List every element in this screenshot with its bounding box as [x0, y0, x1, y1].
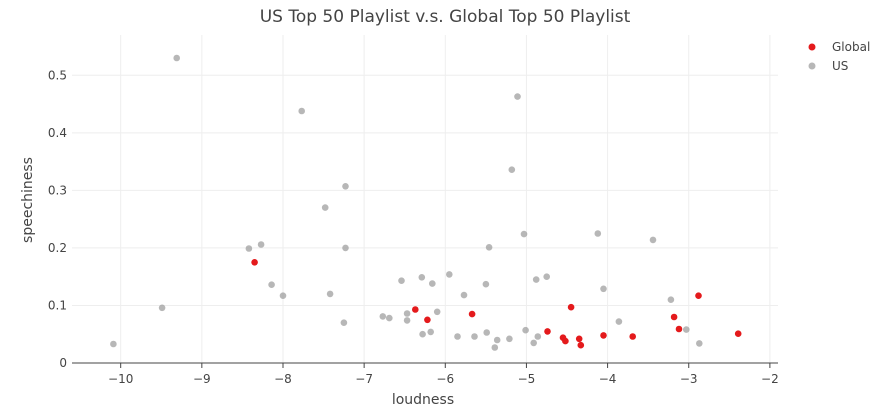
data-point-global[interactable]: [468, 310, 476, 318]
data-point-us[interactable]: [493, 336, 501, 344]
data-point-us[interactable]: [508, 166, 516, 173]
y-tick-label: 0.2: [48, 241, 67, 255]
y-tick-label: 0.5: [48, 68, 67, 82]
data-point-us[interactable]: [522, 326, 529, 334]
data-point-us[interactable]: [471, 333, 478, 340]
points-layer[interactable]: [110, 54, 742, 351]
grid-layer: [72, 35, 778, 363]
data-point-us[interactable]: [342, 244, 349, 252]
legend-label-us: US: [832, 59, 848, 73]
data-point-us[interactable]: [683, 326, 690, 333]
chart-title: US Top 50 Playlist v.s. Global Top 50 Pl…: [260, 7, 631, 27]
data-point-us[interactable]: [279, 292, 287, 300]
data-point-global[interactable]: [562, 337, 569, 345]
data-point-us[interactable]: [667, 296, 675, 304]
data-point-us[interactable]: [433, 308, 441, 316]
y-tick-label: 0.3: [48, 183, 67, 197]
data-point-us[interactable]: [491, 344, 499, 351]
legend-marker-us: [808, 62, 816, 70]
data-point-us[interactable]: [403, 317, 411, 324]
data-point-us[interactable]: [342, 183, 349, 190]
series-global: [251, 259, 742, 349]
x-tick-label: −3: [680, 372, 698, 386]
data-point-us[interactable]: [520, 230, 528, 238]
data-point-us[interactable]: [173, 54, 180, 62]
legend-item-global[interactable]: Global: [808, 40, 871, 54]
data-point-us[interactable]: [460, 291, 468, 299]
data-point-us[interactable]: [403, 310, 411, 317]
data-point-us[interactable]: [386, 314, 393, 322]
data-point-us[interactable]: [110, 340, 117, 348]
x-tick-label: −5: [518, 372, 536, 386]
x-tick-label: −2: [761, 372, 779, 386]
data-point-us[interactable]: [268, 281, 275, 289]
data-point-us[interactable]: [326, 290, 334, 298]
x-axis-title: loudness: [392, 392, 454, 408]
x-tick-label: −6: [436, 372, 454, 386]
data-point-us[interactable]: [600, 285, 607, 293]
data-point-us[interactable]: [429, 280, 436, 287]
data-point-global[interactable]: [675, 325, 683, 333]
data-point-global[interactable]: [251, 259, 258, 266]
legend-label-global: Global: [832, 40, 870, 54]
x-tick-label: −4: [599, 372, 617, 386]
data-point-us[interactable]: [419, 330, 426, 338]
data-point-us[interactable]: [340, 319, 348, 327]
data-point-us[interactable]: [543, 273, 550, 281]
data-point-global[interactable]: [670, 313, 678, 321]
data-point-us[interactable]: [485, 244, 493, 251]
data-point-global[interactable]: [575, 335, 583, 343]
x-tick-label: −8: [274, 372, 292, 386]
data-point-us[interactable]: [446, 271, 453, 278]
data-point-us[interactable]: [257, 241, 265, 248]
data-point-global[interactable]: [629, 333, 636, 340]
legend-marker-global: [808, 43, 816, 51]
data-point-global[interactable]: [544, 328, 551, 335]
axes-layer: −10 −9 −8 −7 −6 −5 −4 −3 −2 0 0.1 0.2 0.3 0.4 0.5: [48, 68, 779, 386]
data-point-us[interactable]: [398, 277, 405, 285]
x-tick-label: −10: [108, 372, 133, 386]
data-point-us[interactable]: [534, 333, 542, 340]
y-axis-title: speechiness: [20, 157, 36, 243]
data-point-us[interactable]: [321, 204, 329, 211]
y-tick-label: 0: [59, 356, 67, 370]
data-point-us[interactable]: [379, 313, 387, 320]
legend-item-us[interactable]: US: [808, 59, 849, 73]
data-point-us[interactable]: [158, 304, 166, 312]
x-tick-label: −7: [355, 372, 373, 386]
series-us: [110, 54, 703, 351]
data-point-global[interactable]: [424, 316, 431, 324]
data-point-us[interactable]: [530, 339, 537, 347]
data-point-us[interactable]: [514, 93, 521, 100]
data-point-us[interactable]: [532, 276, 540, 283]
data-point-us[interactable]: [245, 245, 253, 252]
data-point-us[interactable]: [696, 340, 703, 347]
x-tick-label: −9: [193, 372, 211, 386]
data-point-global[interactable]: [734, 330, 742, 338]
data-point-us[interactable]: [454, 333, 461, 340]
legend[interactable]: Global US: [808, 40, 871, 73]
data-point-us[interactable]: [427, 328, 435, 336]
data-point-global[interactable]: [412, 306, 419, 313]
data-point-us[interactable]: [649, 236, 657, 244]
data-point-us[interactable]: [418, 274, 426, 281]
y-tick-label: 0.1: [48, 298, 67, 312]
data-point-us[interactable]: [615, 318, 623, 325]
data-point-global[interactable]: [567, 303, 575, 311]
data-point-us[interactable]: [482, 280, 490, 288]
data-point-us[interactable]: [483, 329, 491, 336]
data-point-us[interactable]: [298, 107, 306, 115]
data-point-global[interactable]: [577, 341, 585, 349]
data-point-us[interactable]: [594, 230, 602, 237]
y-tick-label: 0.4: [48, 126, 67, 140]
data-point-global[interactable]: [600, 332, 607, 339]
data-point-global[interactable]: [695, 292, 702, 300]
data-point-us[interactable]: [506, 335, 513, 343]
